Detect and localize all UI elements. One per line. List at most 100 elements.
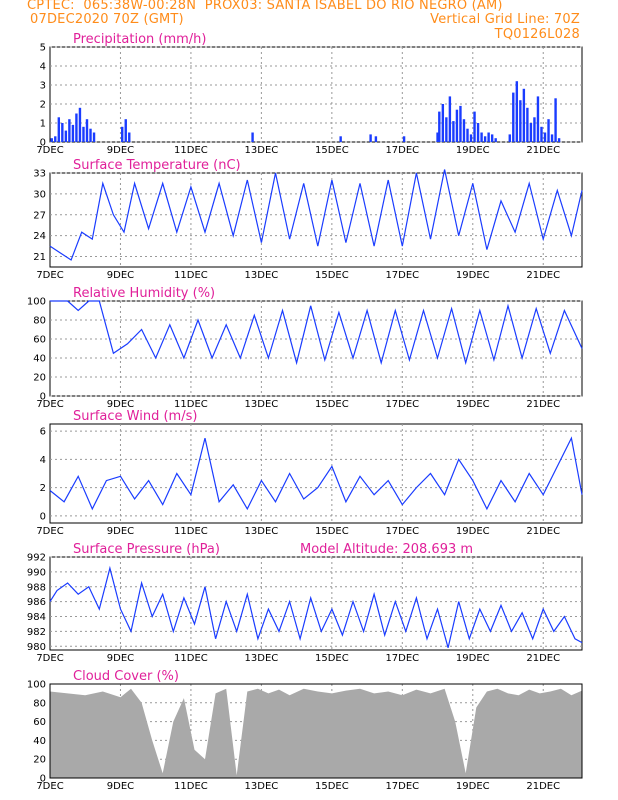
precip-bar [369, 134, 372, 142]
precip-bar [374, 136, 378, 142]
y-tick-label: 80 [33, 316, 46, 327]
y-tick-label: 30 [33, 189, 46, 200]
precip-bar [57, 117, 61, 142]
y-tick-label: 984 [27, 612, 46, 623]
panel-frame [49, 423, 583, 524]
precip-bar [78, 107, 82, 142]
series-line [49, 565, 583, 648]
precip-bar [61, 123, 64, 142]
y-tick-label: 980 [27, 642, 46, 653]
precip-bar [536, 96, 540, 142]
y-tick-label: 4 [40, 62, 46, 73]
y-tick-label: 3 [40, 81, 46, 92]
y-tick-label: 2 [40, 483, 46, 494]
precip-bar [436, 132, 439, 142]
precip-bar [128, 132, 131, 142]
panel-title: Surface Wind (m/s) [73, 409, 197, 424]
y-tick-label: 27 [33, 210, 46, 221]
series-line [49, 169, 583, 261]
precip-bar [522, 88, 526, 142]
precip-bar [557, 138, 561, 142]
x-tick-label: 19DEC [456, 781, 490, 792]
x-tick-label: 17DEC [385, 145, 419, 156]
precip-bar [483, 136, 487, 142]
x-tick-label: 9DEC [107, 270, 134, 281]
precip-bar [540, 126, 543, 142]
x-tick-label: 9DEC [107, 781, 134, 792]
x-tick-label: 7DEC [36, 653, 63, 664]
y-tick-label: 992 [27, 553, 46, 564]
y-tick-label: 986 [27, 597, 46, 608]
y-tick-label: 1 [40, 119, 46, 130]
x-tick-label: 19DEC [456, 526, 490, 537]
precip-bar [494, 138, 497, 142]
precip-bar [339, 136, 342, 142]
y-tick-label: 20 [33, 373, 46, 384]
x-tick-label: 17DEC [385, 399, 419, 410]
x-tick-label: 9DEC [107, 653, 134, 664]
x-tick-label: 21DEC [526, 526, 560, 537]
precip-bar [547, 119, 550, 142]
x-tick-label: 17DEC [385, 781, 419, 792]
precip-bar [512, 92, 515, 142]
panel-2: 7DEC 9DEC 11DEC 13DEC 15DEC 17DEC 19DEC 21DEC 21… [33, 158, 583, 281]
y-tick-label: 80 [33, 698, 46, 709]
precip-bar [508, 134, 511, 142]
header-line-1: CPTEC: 065:38W-00:28N PROX03: SANTA ISAB… [27, 0, 503, 13]
precip-bar [480, 132, 483, 142]
x-tick-label: 7DEC [36, 781, 63, 792]
precip-bar [85, 119, 89, 142]
panel-frame [49, 556, 583, 651]
x-tick-label: 21DEC [526, 270, 560, 281]
x-tick-label: 9DEC [107, 526, 134, 537]
precip-bar [50, 138, 53, 142]
y-tick-label: 21 [33, 252, 46, 263]
precip-bar [452, 121, 455, 142]
panel-title: Precipitation (mm/h) [73, 32, 206, 47]
precip-bar [448, 96, 452, 142]
x-tick-label: 15DEC [315, 145, 349, 156]
x-tick-label: 15DEC [315, 781, 349, 792]
x-tick-label: 11DEC [174, 399, 208, 410]
precip-bar [466, 128, 469, 142]
precip-bar [402, 136, 406, 142]
precip-bar [526, 107, 529, 142]
x-tick-label: 7DEC [36, 526, 63, 537]
y-tick-label: 5 [40, 43, 46, 54]
x-tick-label: 7DEC [36, 145, 63, 156]
x-tick-label: 17DEC [385, 270, 419, 281]
precip-bar [550, 134, 554, 142]
panel-1: 7DEC 9DEC 11DEC 13DEC 15DEC 17DEC 19DEC 21DEC 0 1… [36, 32, 583, 156]
y-tick-label: 6 [40, 427, 46, 438]
y-tick-label: 0 [40, 138, 46, 149]
precip-bar [476, 123, 480, 142]
x-tick-label: 11DEC [174, 781, 208, 792]
x-tick-label: 13DEC [245, 270, 279, 281]
precip-bar [438, 111, 441, 142]
y-tick-label: 40 [33, 354, 46, 365]
x-tick-label: 21DEC [526, 781, 560, 792]
x-tick-label: 19DEC [456, 653, 490, 664]
x-tick-label: 13DEC [245, 399, 279, 410]
precip-bar [533, 117, 536, 142]
precip-bar [473, 111, 476, 142]
panel-title: Relative Humidity (%) [73, 286, 215, 301]
y-tick-label: 0 [40, 774, 46, 785]
panel-frame [49, 683, 583, 779]
panel-frame [49, 46, 583, 143]
precip-bar [89, 128, 92, 142]
y-tick-label: 24 [33, 231, 46, 242]
precip-bar [445, 117, 448, 142]
precip-bar [462, 119, 466, 142]
precip-bar [92, 132, 96, 142]
x-tick-label: 19DEC [456, 145, 490, 156]
x-tick-label: 15DEC [315, 399, 349, 410]
precip-bar [515, 81, 519, 142]
panel-6: 7DEC 9DEC 11DEC 13DEC 15DEC 17DEC 19DEC 21DEC 0 2… [27, 669, 583, 792]
series-line [50, 300, 583, 366]
panel-title: Cloud Cover (%) [73, 669, 179, 684]
y-tick-label: 982 [27, 627, 46, 638]
y-tick-label: 0 [40, 511, 46, 522]
precip-bar [251, 132, 254, 142]
